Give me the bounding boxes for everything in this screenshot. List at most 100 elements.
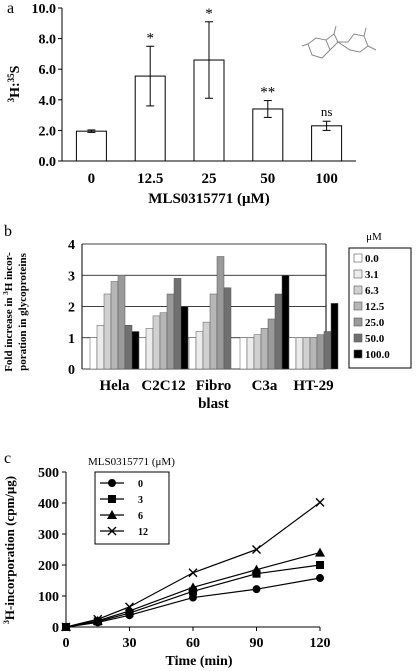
legend-label-12: 12 [138, 527, 148, 538]
legend-marker-0 [108, 479, 116, 487]
bar-c3a-12.5 [260, 328, 269, 370]
x-tick-label: C2C12 [141, 378, 185, 394]
y-axis-label: 3H-incorporation (cpm/μg) [2, 476, 17, 624]
legend-swatch-3.1 [353, 269, 363, 279]
panel-b: b 0 1 2 3 4 Fold increase in 3H incor-poration… [2, 223, 412, 412]
bar-c3a-50.0 [274, 293, 283, 370]
y-tick-label: 2.0 [39, 124, 57, 139]
x-axis-label: Time (min) [165, 654, 232, 669]
panel-label-a: a [7, 0, 14, 17]
bar-ht-29-100.0 [330, 303, 339, 370]
y-tick-label: 0 [68, 363, 75, 378]
y-tick-label: 200 [38, 559, 59, 574]
bar-ht-29-3.1 [295, 337, 304, 370]
legend-marker-12 [107, 526, 117, 536]
y-axis-label-line2: poration in glycoproteins [17, 252, 29, 370]
x-tick-label: Hela [100, 378, 130, 394]
bar-c2c12-12.5 [159, 312, 168, 370]
legend-label-25.0: 25.0 [365, 317, 385, 329]
significance-label: * [205, 6, 213, 22]
bar-c2c12-6.3 [152, 315, 161, 370]
y-axis-label: Fold increase in 3H incor- [2, 252, 15, 372]
point-6-120 [315, 547, 325, 557]
legend-label-50.0: 50.0 [365, 333, 385, 345]
y-tick-label: 300 [38, 528, 59, 543]
x-tick-label: 30 [123, 636, 137, 651]
legend-marker-6 [107, 510, 117, 519]
bar-0 [75, 130, 107, 162]
point-12-0 [61, 622, 71, 632]
bar-hela-50.0 [124, 325, 133, 370]
y-tick-label: 400 [38, 497, 59, 512]
point-6-90 [251, 564, 262, 574]
y-tick-label: 4.0 [39, 94, 57, 109]
bar-fibro-50.0 [223, 287, 232, 370]
bar-fibro-0.0 [188, 337, 197, 370]
y-tick-label: 500 [38, 466, 59, 481]
y-tick-label: 2 [68, 301, 75, 316]
legend-swatch-50.0 [353, 333, 363, 343]
bar-c3a-3.1 [246, 337, 255, 370]
bar-hela-6.3 [103, 293, 112, 370]
point-6-30 [124, 605, 135, 615]
bar-c3a-25.0 [267, 318, 276, 370]
x-tick-label: 0 [63, 636, 70, 651]
y-axis-label: 3H:35S [6, 65, 23, 102]
significance-label: ** [260, 85, 275, 101]
bar-c3a-6.3 [253, 334, 262, 370]
legend-label-0: 0 [138, 479, 143, 490]
legend-label-0.0: 0.0 [365, 253, 379, 265]
bar-c2c12-3.1 [145, 328, 154, 370]
bar-ht-29-50.0 [323, 331, 332, 370]
legend-box [94, 471, 170, 545]
point-12-30 [125, 602, 134, 612]
x-tick-label-25: 25 [202, 171, 217, 187]
legend-label-6.3: 6.3 [365, 285, 379, 297]
y-tick-label: 8.0 [39, 33, 57, 48]
bar-fibro-6.3 [202, 321, 211, 370]
significance-label: ns [321, 104, 333, 119]
x-tick-label: Fibro [196, 378, 232, 394]
bar-hela-12.5 [110, 281, 119, 370]
y-tick-label: 10.0 [32, 2, 57, 17]
bar-fibro-25.0 [216, 256, 225, 370]
legend-title: MLS0315771 (μM) [88, 456, 175, 468]
structure-bonds [301, 25, 377, 59]
bar-c3a-100.0 [281, 275, 290, 370]
benzisothiazolone-structure-icon [301, 25, 377, 59]
bar-100 [311, 125, 343, 162]
series-line-6 [65, 552, 321, 628]
significance-label: * [146, 30, 154, 46]
point-3-60 [189, 587, 197, 596]
series-line-12 [65, 501, 321, 628]
bar-c2c12-100.0 [180, 306, 189, 370]
y-tick-label: 0.0 [39, 155, 57, 170]
point-12-90 [252, 545, 261, 554]
x-axis-label: MLS0315771 (μM) [148, 191, 269, 207]
point-12-15 [93, 614, 103, 624]
x-tick-label-50: 50 [260, 171, 275, 187]
bar-hela-3.1 [96, 325, 105, 370]
bar-hela-0.0 [89, 337, 98, 370]
bar-hela-100.0 [131, 331, 140, 370]
legend-label-6: 6 [138, 511, 143, 522]
point-0-90 [252, 585, 261, 594]
x-tick-label: HT-29 [293, 378, 333, 394]
bar-ht-29-25.0 [316, 334, 325, 370]
x-tick-label-100: 100 [315, 171, 338, 187]
bar-ht-29-0.0 [288, 337, 297, 370]
point-0-60 [189, 593, 197, 602]
point-6-60 [188, 582, 198, 592]
y-tick-label: 1 [68, 332, 75, 347]
x-tick-label: 60 [186, 636, 200, 651]
bar-ht-29-6.3 [302, 337, 311, 370]
bar-c2c12-50.0 [173, 278, 182, 370]
x-tick-label: 120 [310, 636, 331, 651]
x-tick-label: 90 [250, 636, 264, 651]
bar-ht-29-12.5 [309, 337, 318, 370]
y-tick-label: 4 [68, 238, 75, 253]
legend-label-3: 3 [138, 495, 143, 506]
legend-swatch-6.3 [353, 285, 363, 295]
